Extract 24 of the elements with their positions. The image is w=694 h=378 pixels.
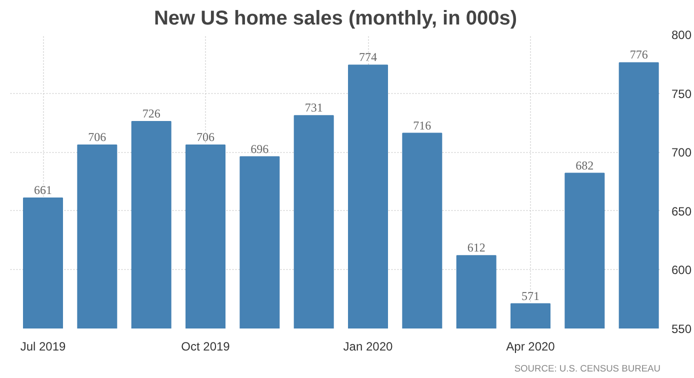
data-label: 716 [413, 118, 432, 132]
x-tick-label: Jul 2019 [20, 340, 66, 354]
data-label: 571 [522, 288, 540, 303]
data-label: 776 [630, 48, 648, 62]
x-tick-label: Jan 2020 [343, 340, 394, 354]
x-tick-label: Apr 2020 [506, 340, 556, 354]
y-tick-label: 650 [672, 204, 692, 218]
x-tick-label: Oct 2019 [181, 340, 230, 354]
data-label: 612 [467, 240, 486, 255]
data-label: 706 [88, 130, 106, 144]
data-label: 706 [196, 130, 214, 144]
data-label: 731 [304, 100, 323, 115]
data-label: 661 [34, 182, 52, 197]
data-label: 726 [142, 106, 160, 121]
y-tick-label: 600 [672, 263, 692, 278]
y-tick-label: 550 [672, 322, 692, 336]
y-tick-label: 700 [672, 146, 692, 160]
data-label: 682 [576, 158, 594, 172]
data-label: 696 [250, 142, 269, 156]
data-label: 774 [359, 50, 377, 64]
source-note: SOURCE: U.S. CENSUS BUREAU [514, 364, 661, 374]
chart-title: New US home sales (monthly, in 000s) [154, 8, 518, 30]
y-tick-label: 800 [672, 28, 692, 42]
y-tick-label: 750 [672, 86, 692, 101]
